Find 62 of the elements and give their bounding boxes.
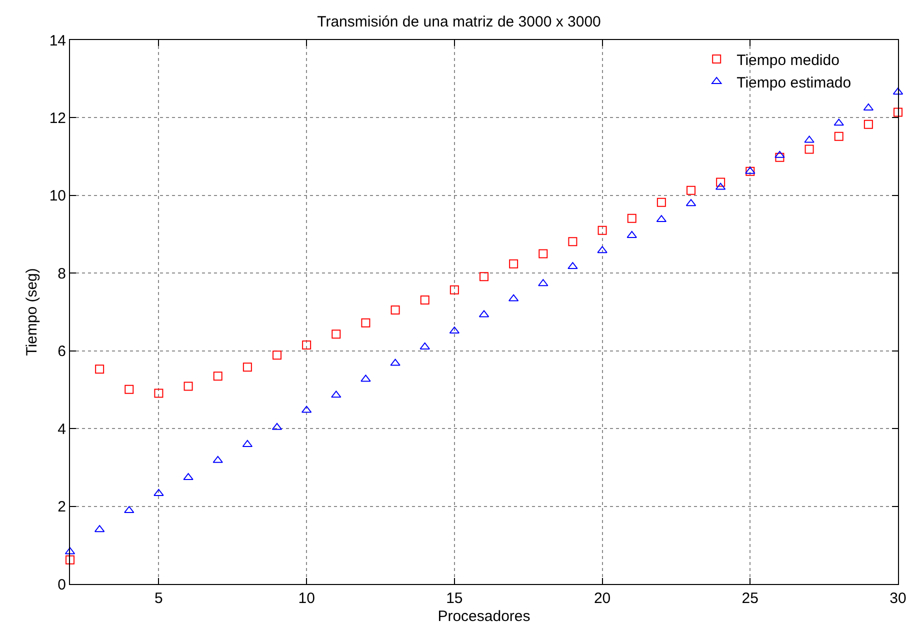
point: [804, 136, 814, 143]
x-tick-label: 15: [446, 590, 463, 607]
y-tick-label: 2: [58, 498, 66, 516]
point: [420, 342, 430, 350]
point: [124, 506, 134, 514]
x-axis-title: Procesadores: [438, 608, 530, 625]
y-tick-label: 4: [58, 420, 66, 438]
point: [627, 214, 636, 223]
x-tick-label: 5: [154, 590, 163, 607]
point: [361, 318, 370, 328]
point: [509, 259, 518, 268]
point: [568, 237, 578, 246]
point: [212, 456, 223, 463]
point: [656, 198, 666, 207]
point: [66, 555, 74, 564]
y-tick-label: 14: [49, 32, 66, 50]
point: [538, 279, 548, 286]
point: [626, 230, 637, 238]
legend-label: Tiempo medido: [736, 52, 840, 69]
y-tick-label: 6: [58, 343, 66, 360]
point: [864, 120, 873, 129]
x-tick-label: 25: [742, 590, 758, 607]
y-tick-label: 10: [49, 188, 66, 205]
point: [390, 306, 400, 315]
x-tick-label: 30: [890, 590, 906, 607]
point: [480, 272, 488, 282]
point: [154, 488, 164, 496]
point: [775, 152, 784, 162]
y-tick-label: 0: [58, 576, 66, 594]
point: [272, 350, 282, 360]
point: [894, 108, 902, 117]
point: [568, 262, 578, 270]
point: [538, 249, 548, 258]
point: [597, 246, 608, 254]
point: [183, 473, 194, 480]
point: [302, 340, 312, 350]
y-tick-label: 8: [58, 265, 66, 282]
y-tick-label: 12: [49, 110, 66, 127]
x-tick-label: 20: [594, 590, 611, 607]
point: [331, 390, 342, 398]
y-axis-title: Tiempo (seg): [24, 268, 41, 356]
point: [184, 382, 193, 391]
point: [804, 144, 814, 154]
point: [95, 364, 104, 374]
point: [834, 132, 844, 141]
point: [213, 372, 222, 381]
point: [154, 388, 164, 398]
chart-title: Transmisión de una matriz de 3000 x 3000: [317, 13, 601, 30]
point: [332, 330, 341, 339]
point: [834, 118, 844, 126]
point: [242, 362, 252, 372]
point: [360, 374, 371, 382]
point: [124, 384, 134, 394]
point: [420, 295, 430, 304]
legend-label: Tiempo estimado: [736, 74, 852, 92]
point: [716, 178, 726, 187]
point: [598, 226, 607, 235]
point: [450, 285, 459, 294]
point: [390, 358, 400, 366]
point: [686, 186, 696, 195]
x-tick-label: 10: [298, 590, 315, 607]
point: [774, 150, 785, 158]
